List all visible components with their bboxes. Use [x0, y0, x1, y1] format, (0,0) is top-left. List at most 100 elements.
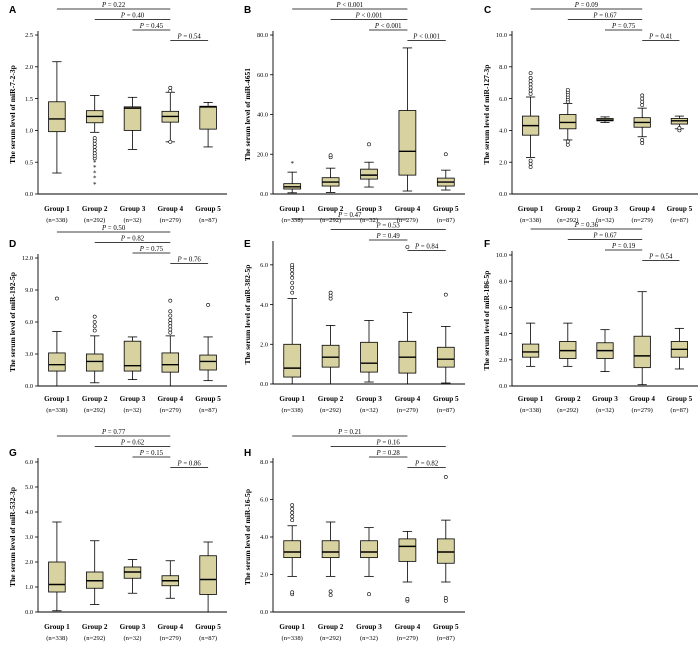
outlier-point [528, 165, 533, 169]
y-tick-label-b-3: 60.0 [257, 72, 268, 79]
box-g-group-3 [123, 559, 142, 594]
p-value-label-d-1: P = 0.50 [101, 225, 126, 232]
y-tick-label-b-1: 20.0 [257, 151, 268, 158]
box-f-group-5 [670, 327, 688, 370]
group-label-d-1: Group 1 [44, 395, 70, 403]
extreme-point: * [290, 160, 294, 168]
box-c-group-2 [559, 87, 577, 147]
outlier-point [328, 153, 333, 158]
outlier-point [328, 290, 333, 295]
panel-h: H The serum level of miR-16-5p 0.0 2.0 4.0 6.… [243, 429, 465, 642]
y-tick-label-h-0: 0.0 [260, 609, 268, 616]
outlier-point [168, 309, 173, 314]
box-f-group-3 [596, 329, 614, 372]
outlier-point [290, 275, 295, 280]
y-tick-label-f-0: 0.0 [499, 383, 507, 390]
y-tick-label-d-2: 6.0 [25, 319, 33, 326]
box-e-group-3 [360, 320, 378, 383]
outlier-point [290, 514, 295, 519]
y-tick-label-a-3: 1.5 [25, 96, 33, 103]
panel-letter-d: D [9, 239, 16, 250]
group-label-f-3: Group 3 [592, 395, 618, 403]
y-tick-label-d-3: 9.0 [25, 287, 33, 294]
y-tick-label-g-6: 6.0 [25, 459, 33, 466]
n-label-a-3: (n=32) [123, 217, 141, 224]
box-b-group-4 [398, 47, 417, 192]
extreme-point: * [93, 159, 97, 167]
outlier-point [92, 145, 97, 149]
group-label-a-3: Group 3 [120, 205, 146, 213]
y-axis-title-h: The serum level of miR-16-5p [243, 489, 252, 585]
y-tick-label-c-4: 8.0 [499, 64, 507, 71]
y-tick-label-e-0: 0.0 [260, 381, 268, 388]
outlier-point [168, 85, 173, 90]
iqr-box [522, 343, 540, 358]
outlier-point [92, 136, 97, 140]
n-label-a-4: (n=279) [160, 217, 181, 224]
iqr-box [123, 340, 142, 372]
outlier-point [168, 298, 173, 303]
outlier-point [405, 245, 410, 249]
y-tick-label-c-1: 2.0 [499, 159, 507, 166]
y-tick-label-h-3: 6.0 [260, 497, 268, 504]
n-label-f-3: (n=32) [596, 407, 614, 414]
panel-g: G The serum level of miR-532-3p 0.0 1.0 2.0 3… [8, 429, 227, 642]
p-value-label-b-3: P < 0.001 [374, 23, 402, 30]
outlier-point [640, 138, 645, 142]
p-value-label-g-2: P = 0.62 [120, 440, 145, 447]
group-label-c-4: Group 4 [629, 205, 655, 213]
group-label-d-3: Group 3 [120, 395, 146, 403]
p-value-label-c-4: P = 0.41 [648, 34, 672, 41]
iqr-box [85, 353, 104, 372]
box-e-group-4 [398, 245, 417, 385]
box-a-group-2: ***** [85, 95, 104, 189]
y-tick-label-h-4: 8.0 [260, 459, 268, 466]
outlier-point [640, 93, 645, 98]
box-f-group-4 [633, 291, 651, 386]
outlier-point [405, 596, 410, 601]
outlier-point [328, 589, 333, 594]
group-label-b-3: Group 3 [356, 205, 382, 213]
n-label-g-5: (n=87) [199, 635, 217, 642]
y-axis-title-g: The serum level of miR-532-3p [8, 487, 17, 587]
iqr-box [199, 354, 217, 371]
p-value-label-h-3: P = 0.28 [376, 450, 401, 457]
outlier-point [640, 96, 645, 101]
box-d-group-3 [123, 336, 142, 381]
outlier-point [443, 292, 448, 297]
group-label-a-5: Group 5 [195, 205, 221, 213]
box-a-group-1 [48, 61, 66, 174]
outlier-point [565, 139, 570, 144]
box-b-group-1: * [283, 160, 302, 194]
n-label-g-4: (n=279) [160, 635, 181, 642]
outlier-point [443, 596, 448, 600]
outlier-point [528, 82, 533, 87]
panel-letter-a: A [9, 5, 16, 16]
group-label-e-5: Group 5 [433, 395, 459, 403]
group-label-d-2: Group 2 [82, 395, 108, 403]
y-tick-label-a-4: 2.0 [25, 64, 33, 71]
p-value-label-b-2: P < 0.001 [355, 13, 383, 20]
y-tick-label-f-5: 10.0 [496, 252, 507, 259]
n-label-b-5: (n=87) [437, 217, 455, 224]
group-label-e-2: Group 2 [318, 395, 344, 403]
n-label-e-5: (n=87) [437, 407, 455, 414]
p-value-label-f-3: P = 0.19 [611, 243, 636, 250]
box-a-group-3 [123, 96, 142, 150]
outlier-point [168, 327, 173, 332]
p-value-label-c-3: P = 0.75 [611, 23, 636, 30]
y-tick-label-a-5: 2.5 [25, 32, 33, 39]
y-tick-label-f-4: 8.0 [499, 278, 507, 285]
p-value-label-a-2: P = 0.40 [120, 13, 145, 20]
n-label-g-1: (n=338) [46, 635, 67, 642]
n-label-g-3: (n=32) [123, 635, 141, 642]
outlier-point [290, 285, 295, 290]
group-label-d-5: Group 5 [195, 395, 221, 403]
y-tick-label-a-2: 1.0 [25, 128, 33, 135]
n-label-h-4: (n=279) [397, 635, 418, 642]
p-value-label-a-4: P = 0.54 [177, 34, 202, 41]
y-axis-title-e: The serum level of miR-382-5p [243, 265, 252, 365]
y-axis-title-b: The serum level of miR-4651 [243, 68, 252, 161]
outlier-point [367, 142, 371, 147]
panel-c: C The serum level of miR-127-3p 0.0 2.0 4.0 6… [482, 2, 698, 224]
